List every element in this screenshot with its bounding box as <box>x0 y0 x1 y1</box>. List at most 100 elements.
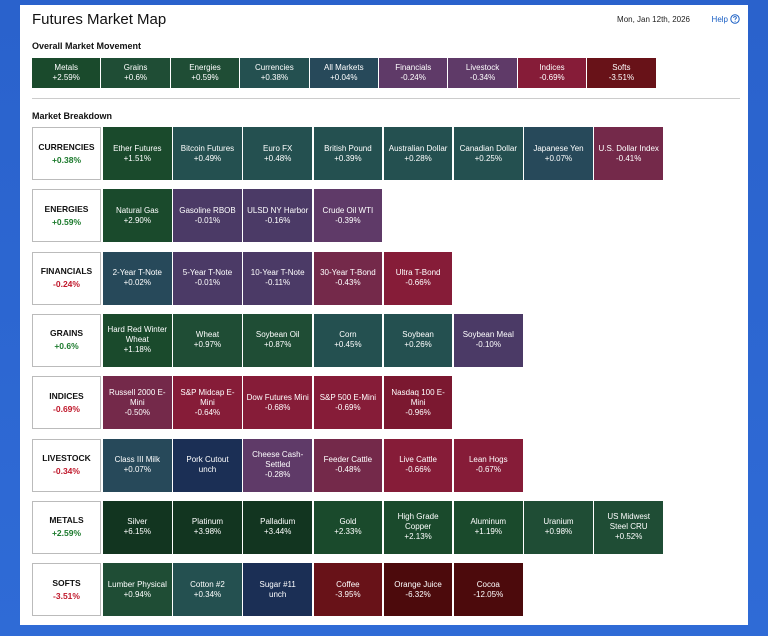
tile-name: Palladium <box>260 517 296 527</box>
tile-name: Soybean Meal <box>462 330 514 340</box>
tile: Class III Milk +0.07% <box>103 438 172 492</box>
tile-change: -0.69% <box>539 73 565 82</box>
tile-name: Wheat <box>195 330 220 340</box>
tile-name: Gasoline RBOB <box>179 205 236 215</box>
tile-change: -0.67% <box>475 465 501 474</box>
tile: Dow Futures Mini -0.68% <box>243 376 312 430</box>
tile-name: Pork Cutout <box>186 455 229 464</box>
tile: Live Cattle -0.66% <box>383 438 453 492</box>
tile-change: -0.24% <box>400 73 426 82</box>
tile-change: -0.68% <box>265 402 291 412</box>
tile: 2-Year T-Note +0.02% <box>103 251 172 305</box>
tile-name: 10-Year T-Note <box>250 268 305 278</box>
tile: Silver +6.15% <box>103 500 172 554</box>
tile-name: S&P 500 E-Mini <box>319 392 377 402</box>
tile: S&P 500 E-Mini -0.69% <box>313 376 383 430</box>
tile: Cotton #2 +0.34% <box>173 563 242 617</box>
tile-name: Platinum <box>191 517 224 527</box>
tile-change: -3.51% <box>608 73 635 82</box>
tile-change: +0.98% <box>544 527 573 537</box>
tile-change: -0.34% <box>469 73 496 82</box>
tile: Currencies +0.38% <box>240 58 309 88</box>
tile-name: Bitcoin Futures <box>180 143 235 153</box>
tile-name: 2-Year T-Note <box>112 268 162 278</box>
tile-name: Grains <box>123 63 148 72</box>
tile-change: +2.33% <box>334 527 362 537</box>
tile: Grains +0.6% <box>101 58 170 88</box>
tile-change: +0.49% <box>193 153 222 163</box>
help-text[interactable]: Help <box>711 14 728 24</box>
tile-name: Natural Gas <box>115 205 159 215</box>
tile: Sugar #11 unch <box>243 563 312 617</box>
tile-change: +0.59% <box>191 73 219 82</box>
group-change: +0.38% <box>51 154 82 165</box>
tile-change: +0.07% <box>544 153 573 163</box>
tile-name: Cocoa <box>476 579 500 589</box>
group-name: GRAINS <box>49 328 84 339</box>
tile-name: Australian Dollar <box>388 143 448 153</box>
tile-change: +0.38% <box>260 73 289 82</box>
tile: Soybean Oil +0.87% <box>243 313 312 367</box>
tile-name: Silver <box>127 517 148 527</box>
tile: Livestock -0.34% <box>448 58 517 88</box>
tile: Ether Futures +1.51% <box>103 127 172 180</box>
tile-name: Financials <box>395 63 432 72</box>
tile-name: Feeder Cattle <box>323 455 373 464</box>
tile-change: -0.43% <box>335 278 361 288</box>
tile-name: High Grade Copper <box>397 512 439 532</box>
tile-name: Livestock <box>465 63 500 72</box>
tile-name: ULSD NY Harbor <box>247 205 309 215</box>
tile-name: Ultra T-Bond <box>395 268 441 278</box>
tile-name: Orange Juice <box>394 579 442 589</box>
tile: S&P Midcap E-Mini -0.64% <box>173 376 242 430</box>
tile-change: -0.39% <box>335 215 361 225</box>
help-link[interactable]: Help <box>712 14 740 24</box>
group-label: GRAINS +0.6% <box>32 313 101 367</box>
tile-change: -6.32% <box>405 589 431 599</box>
tile-change: -0.66% <box>405 465 431 474</box>
group-label: METALS +2.59% <box>32 500 101 554</box>
group-name: METALS <box>49 515 84 526</box>
tile: Pork Cutout unch <box>173 438 242 492</box>
tile-change: +0.34% <box>193 589 222 599</box>
group-change: -3.51% <box>53 590 80 601</box>
tile-name: Softs <box>612 63 631 72</box>
group-name: LIVESTOCK <box>42 453 91 463</box>
tile-name: Cheese Cash-Settled <box>252 450 304 469</box>
tile-name: 5-Year T-Note <box>182 268 233 278</box>
tile: Cheese Cash-Settled -0.28% <box>243 438 312 492</box>
tile-change: -0.16% <box>265 215 291 225</box>
tile: Wheat +0.97% <box>173 313 242 367</box>
tile-change: +0.07% <box>123 465 151 474</box>
tile: Metals +2.59% <box>32 58 101 88</box>
tile-change: -0.66% <box>405 278 431 288</box>
group-change: +0.6% <box>54 341 79 352</box>
tile: Energies +0.59% <box>170 58 240 88</box>
tile-change: -0.01% <box>194 278 221 288</box>
help-icon[interactable] <box>730 14 740 24</box>
tile-change: +1.18% <box>123 345 151 355</box>
tile: Indices -0.69% <box>517 58 587 88</box>
tile: Orange Juice -6.32% <box>383 563 453 617</box>
tile-name: Soybean Oil <box>255 330 300 340</box>
tile-change: +0.02% <box>123 278 151 288</box>
tile-name: Crude Oil WTI <box>322 205 374 215</box>
tile: All Markets +0.04% <box>309 58 378 88</box>
tile: Canadian Dollar +0.25% <box>454 127 523 180</box>
tile-name: Russell 2000 E-Mini <box>109 387 166 407</box>
tile-change: -0.96% <box>405 407 431 417</box>
tile: U.S. Dollar Index -0.41% <box>594 127 663 180</box>
tile: Lean Hogs -0.67% <box>454 438 523 492</box>
tile-change: -0.10% <box>475 340 501 350</box>
tile: Crude Oil WTI -0.39% <box>313 189 383 243</box>
tile-change: +0.97% <box>193 340 222 350</box>
tile-name: Corn <box>339 330 357 340</box>
tile-name: Canadian Dollar <box>459 143 517 153</box>
tile: Uranium +0.98% <box>524 500 593 554</box>
tile-change: +3.44% <box>264 527 292 537</box>
tile-name: Nasdaq 100 E-Mini <box>391 387 445 407</box>
panel: Futures Market Map Mon, Jan 12th, 2026 H… <box>20 5 748 625</box>
group-change: +0.59% <box>51 216 82 227</box>
tile: Japanese Yen +0.07% <box>524 127 593 180</box>
tile-change: +0.26% <box>404 340 432 350</box>
